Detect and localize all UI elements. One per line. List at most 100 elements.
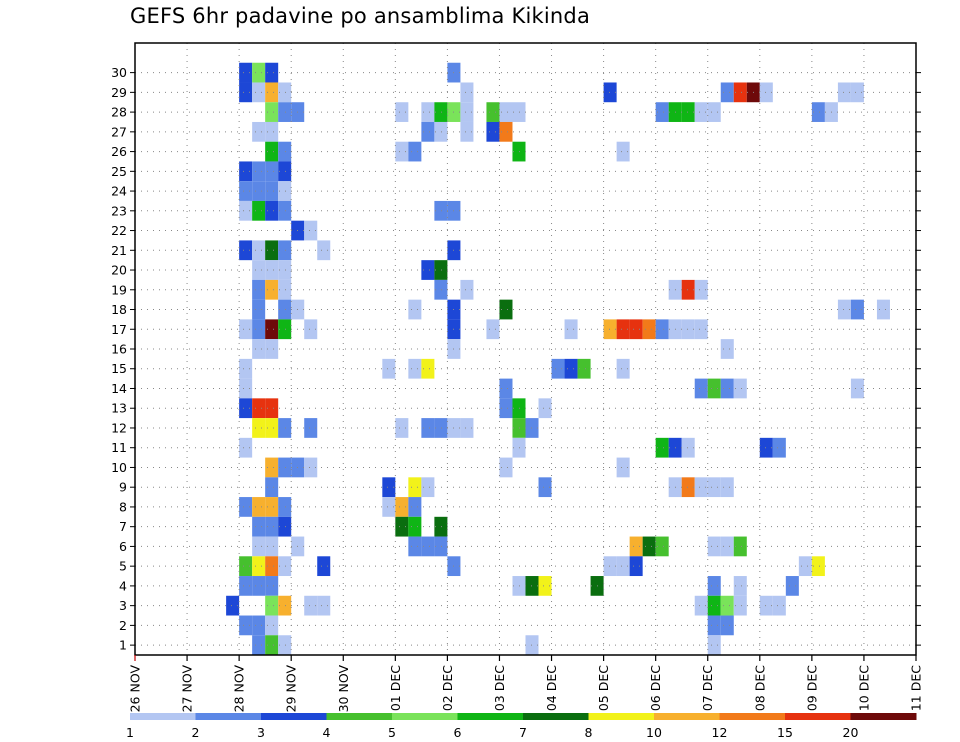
colorbar-label: 2	[192, 725, 200, 740]
heatmap-cell	[265, 635, 279, 655]
heatmap-cell	[421, 358, 435, 379]
heatmap-cell	[720, 82, 734, 103]
heatmap-cell	[681, 279, 695, 300]
heatmap-cell	[252, 635, 266, 655]
heatmap-cell	[278, 457, 292, 478]
heatmap-cell	[694, 102, 708, 122]
colorbar-segment	[130, 713, 196, 720]
heatmap-cell	[759, 595, 773, 616]
y-tick-label: 30	[111, 65, 127, 80]
colorbar-segment	[785, 713, 851, 720]
heatmap-cell	[278, 319, 292, 340]
heatmap-cell	[304, 457, 318, 478]
heatmap-cell	[278, 595, 292, 616]
heatmap-cell	[278, 141, 292, 162]
heatmap-cell	[265, 576, 279, 596]
heatmap-cell	[421, 477, 435, 498]
heatmap-cell	[252, 576, 266, 596]
heatmap-cell	[278, 240, 292, 261]
heatmap-cell	[460, 418, 474, 438]
heatmap-cell	[239, 378, 253, 399]
heatmap-cell	[382, 358, 396, 379]
y-tick-label: 17	[111, 322, 127, 337]
heatmap-cell	[395, 516, 409, 537]
heatmap-cell	[733, 82, 747, 103]
heatmap-cell	[460, 102, 474, 122]
heatmap-cell	[499, 299, 513, 320]
heatmap-cell	[317, 556, 331, 577]
x-tick-label: 02 DEC	[440, 665, 455, 711]
heatmap-cell	[616, 457, 630, 478]
heatmap-cell	[434, 200, 448, 221]
heatmap-cell	[265, 62, 279, 83]
heatmap-cell	[265, 615, 279, 636]
heatmap-cell	[252, 121, 266, 142]
y-tick-label: 23	[111, 203, 127, 218]
heatmap-cell	[265, 595, 279, 616]
heatmap-cell	[538, 576, 552, 596]
heatmap-cell	[408, 536, 422, 557]
heatmap-cell	[512, 398, 526, 419]
heatmap-cell	[772, 595, 786, 616]
heatmap-cell	[265, 200, 279, 221]
y-tick-label: 19	[111, 282, 127, 297]
heatmap-cell	[252, 82, 266, 103]
heatmap-cell	[486, 102, 500, 122]
heatmap-cell	[707, 576, 721, 596]
heatmap-cell	[265, 536, 279, 557]
heatmap-cell	[642, 319, 656, 340]
heatmap-cell	[564, 319, 578, 340]
heatmap-cell	[759, 437, 773, 458]
heatmap-cell	[252, 299, 266, 320]
y-tick-label: 5	[119, 559, 127, 574]
heatmap-cell	[408, 516, 422, 537]
heatmap-cell	[278, 497, 292, 517]
x-tick-label: 01 DEC	[388, 665, 403, 711]
colorbar-segment	[195, 713, 262, 720]
heatmap-cell	[265, 418, 279, 438]
heatmap-cell	[265, 141, 279, 162]
heatmap-cell	[616, 358, 630, 379]
heatmap-cell	[655, 319, 669, 340]
heatmap-cell	[720, 339, 734, 359]
heatmap-cell	[317, 240, 331, 261]
heatmap-cell	[616, 141, 630, 162]
heatmap-cell	[603, 82, 617, 103]
heatmap-cell	[512, 102, 526, 122]
heatmap-cell	[655, 437, 669, 458]
y-tick-label: 18	[111, 302, 127, 317]
heatmap-cell	[720, 595, 734, 616]
heatmap-cell	[720, 378, 734, 399]
heatmap-cell	[239, 181, 253, 201]
heatmap-cell	[239, 615, 253, 636]
heatmap-cell	[278, 279, 292, 300]
heatmap-cell	[304, 319, 318, 340]
heatmap-cell	[265, 161, 279, 182]
heatmap-cell	[499, 121, 513, 142]
heatmap-cell	[252, 556, 266, 577]
colorbar-label: 6	[454, 725, 462, 740]
heatmap-cell	[278, 299, 292, 320]
heatmap-cell	[876, 299, 890, 320]
heatmap-cell	[707, 595, 721, 616]
colorbar-segment	[457, 713, 524, 720]
heatmap-cell	[278, 516, 292, 537]
heatmap-cell	[759, 82, 773, 103]
heatmap-cell	[707, 615, 721, 636]
heatmap-cell	[252, 161, 266, 182]
y-tick-label: 4	[119, 578, 127, 593]
heatmap-cell	[304, 595, 318, 616]
heatmap-cell	[720, 477, 734, 498]
heatmap-cell	[837, 299, 851, 320]
colorbar-segment	[850, 713, 917, 720]
heatmap-cell	[265, 82, 279, 103]
colorbar-segment	[654, 713, 720, 720]
x-tick-label: 09 DEC	[804, 665, 819, 711]
heatmap-cell	[239, 556, 253, 577]
heatmap-cell	[239, 319, 253, 340]
x-tick-label: 06 DEC	[648, 665, 663, 711]
heatmap-cell	[603, 556, 617, 577]
heatmap-cell	[512, 418, 526, 438]
heatmap-cell	[278, 635, 292, 655]
